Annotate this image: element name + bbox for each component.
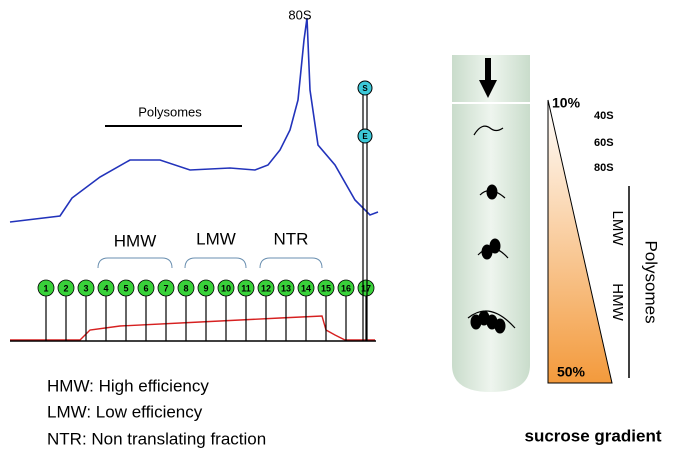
- peak-label: 80S: [288, 7, 311, 22]
- fraction-number: 15: [321, 283, 331, 293]
- fraction-number: 10: [221, 283, 231, 293]
- polysomes-label: Polysomes: [138, 104, 202, 119]
- gradient-trace: [10, 315, 375, 341]
- group-label: HMW: [114, 231, 156, 250]
- fraction-number: 11: [241, 283, 251, 293]
- load-arrow: [479, 58, 497, 98]
- top-percent: 10%: [552, 95, 581, 111]
- fraction-number: 17: [361, 283, 371, 293]
- fraction-head: [197, 279, 215, 297]
- bottom-percent: 50%: [557, 364, 586, 380]
- subunit-label: 80S: [594, 162, 614, 174]
- fraction-head: [277, 279, 295, 297]
- legend-line: LMW: Low efficiency: [47, 402, 203, 421]
- fraction-number: 12: [261, 283, 271, 293]
- mrna: [473, 125, 504, 136]
- legend-line: NTR: Non translating fraction: [47, 429, 266, 448]
- fraction-head: [77, 279, 95, 297]
- fraction-head: [157, 279, 175, 297]
- marker-s: [357, 80, 373, 96]
- fraction-head: [97, 279, 115, 297]
- fraction-number: 7: [163, 283, 168, 293]
- fraction-head: [297, 279, 315, 297]
- tube: [452, 55, 530, 392]
- fraction-head: [257, 279, 275, 297]
- fraction-head: [357, 279, 375, 297]
- caption: sucrose gradient: [525, 426, 662, 445]
- fraction-head: [337, 279, 355, 297]
- gradient-wedge: [547, 99, 613, 384]
- fraction-number: 6: [143, 283, 148, 293]
- fraction-head: [137, 279, 155, 297]
- group-label: LMW: [196, 229, 236, 248]
- fraction-number: 13: [281, 283, 291, 293]
- fraction-number: 4: [103, 283, 108, 293]
- fraction-head: [177, 279, 195, 297]
- fraction-label: HMW: [609, 283, 626, 321]
- fraction-number: 14: [301, 283, 311, 293]
- fraction-number: 1: [43, 283, 48, 293]
- marker-e: [357, 128, 373, 144]
- group-brackets: [97, 257, 323, 269]
- fraction-head: [317, 279, 335, 297]
- fraction-head: [217, 279, 235, 297]
- fraction-head: [57, 279, 75, 297]
- ribosomes: [467, 184, 516, 334]
- marker-label: E: [362, 132, 368, 141]
- subunit-label: 60S: [594, 137, 614, 149]
- subunit-label: 40S: [594, 110, 614, 122]
- fraction-number: 8: [183, 283, 188, 293]
- fraction-head: [237, 279, 255, 297]
- fraction-number: 16: [341, 283, 351, 293]
- fraction-number: 2: [63, 283, 68, 293]
- fraction-number: 9: [203, 283, 208, 293]
- polysomes-vertical: Polysomes: [642, 240, 661, 323]
- legend-line: HMW: High efficiency: [47, 376, 209, 395]
- fraction-head: [37, 279, 55, 297]
- fraction-head: [117, 279, 135, 297]
- group-label: NTR: [274, 229, 309, 248]
- absorbance-trace: [9, 17, 379, 223]
- marker-label: S: [362, 84, 368, 93]
- fraction-label: LMW: [609, 211, 626, 247]
- fraction-number: 3: [83, 283, 88, 293]
- fraction-number: 5: [123, 283, 128, 293]
